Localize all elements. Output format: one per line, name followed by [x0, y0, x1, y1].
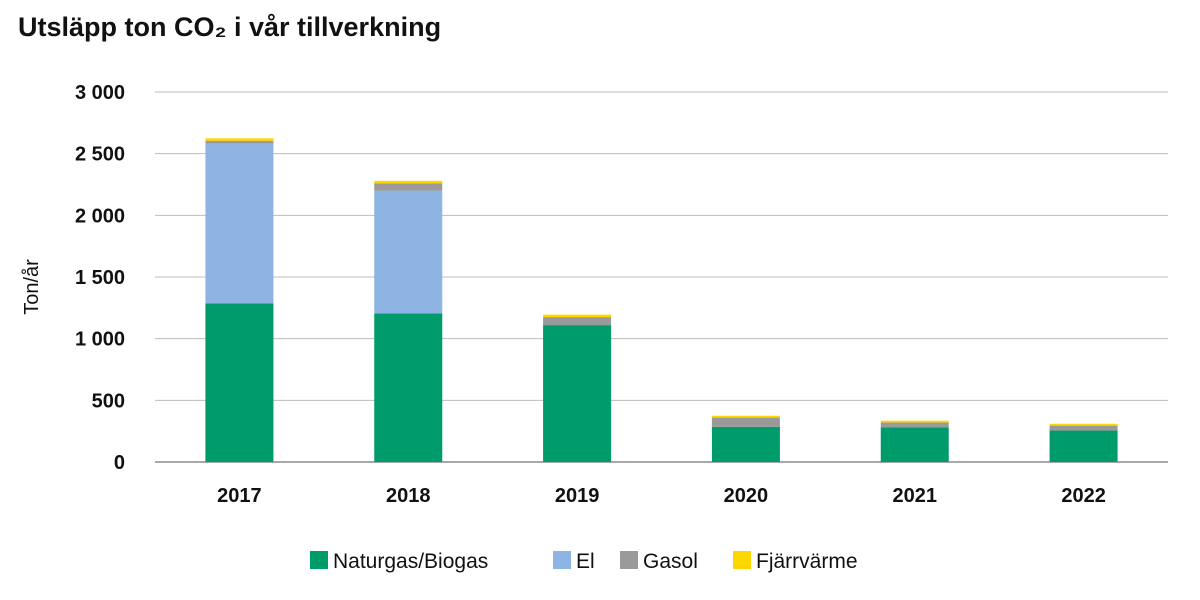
bar-segment-gasol-2022	[1049, 425, 1118, 431]
legend-swatch-gasol	[620, 551, 638, 569]
bar-segment-naturgas-biogas-2020	[711, 426, 780, 462]
bars	[205, 138, 1118, 462]
bar-segment-el-2017	[205, 143, 274, 304]
x-tick-label: 2022	[1061, 485, 1106, 507]
bar-segment-naturgas-biogas-2019	[543, 325, 612, 462]
bar-segment-fj-rrv-rme-2017	[205, 138, 274, 141]
bar-segment-naturgas-biogas-2017	[205, 303, 274, 462]
bar-segment-gasol-2018	[374, 183, 443, 191]
legend-swatch-fj-rrv-rme	[733, 551, 751, 569]
y-tick-labels: 0 500 1 000 1 500 2 000 2 500 3 000	[75, 82, 125, 474]
y-tick-label: 2 500	[75, 144, 125, 166]
x-tick-label: 2020	[724, 485, 769, 507]
x-tick-label: 2019	[555, 485, 600, 507]
y-tick-label: 1 500	[75, 267, 125, 289]
bar-segment-gasol-2017	[205, 140, 274, 144]
bar-segment-fj-rrv-rme-2019	[543, 314, 612, 318]
x-tick-labels: 2017 2018 2019 2020 2021 2022	[217, 485, 1106, 507]
bar-segment-naturgas-biogas-2022	[1049, 430, 1118, 462]
bar-segment-gasol-2019	[543, 317, 612, 326]
bar-segment-gasol-2020	[711, 417, 780, 427]
legend-swatch-naturgas-biogas	[310, 551, 328, 569]
legend-swatch-el	[553, 551, 571, 569]
bar-segment-fj-rrv-rme-2021	[880, 420, 949, 423]
legend-label: Fjärrvärme	[756, 550, 858, 573]
y-tick-label: 3 000	[75, 82, 125, 104]
bar-segment-fj-rrv-rme-2022	[1049, 423, 1118, 426]
bar-segment-el-2018	[374, 190, 443, 314]
y-tick-label: 2 000	[75, 205, 125, 227]
legend: Naturgas/Biogas El Gasol Fjärrvärme	[310, 550, 858, 573]
y-tick-label: 0	[114, 452, 125, 474]
y-tick-label: 1 000	[75, 329, 125, 351]
bar-segment-naturgas-biogas-2021	[880, 427, 949, 462]
bar-segment-gasol-2021	[880, 422, 949, 428]
x-tick-label: 2017	[217, 485, 262, 507]
legend-label: El	[576, 550, 595, 573]
x-tick-label: 2021	[893, 485, 938, 507]
x-tick-label: 2018	[386, 485, 431, 507]
chart-title: Utsläpp ton CO₂ i vår tillverkning	[18, 12, 442, 42]
bar-segment-fj-rrv-rme-2018	[374, 180, 443, 184]
y-tick-label: 500	[92, 390, 125, 412]
legend-label: Gasol	[643, 550, 698, 573]
y-axis-label: Ton/år	[21, 259, 43, 315]
gridlines	[155, 91, 1168, 463]
legend-label: Naturgas/Biogas	[333, 550, 488, 573]
bar-segment-naturgas-biogas-2018	[374, 313, 443, 462]
bar-segment-fj-rrv-rme-2020	[711, 415, 780, 418]
